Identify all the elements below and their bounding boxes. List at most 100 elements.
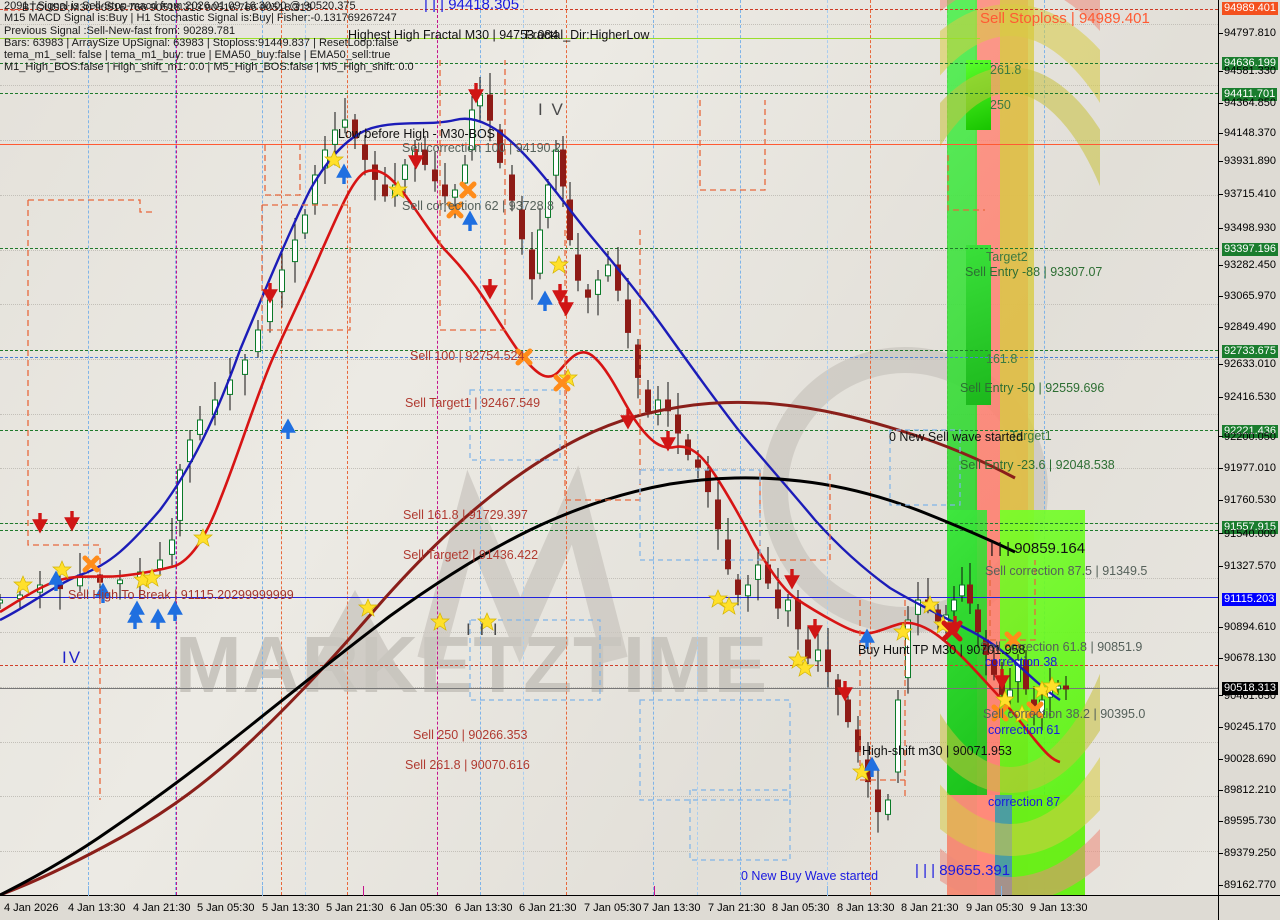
annotation-correction-38: correction 38	[985, 655, 1058, 669]
info-line: M15 MACD Signal is:Buy | H1 Stochastic S…	[4, 12, 397, 25]
buy-arrow-markers	[49, 165, 879, 779]
price-label: 89162.770	[1224, 879, 1276, 891]
price-label: 93931.890	[1224, 155, 1276, 167]
annotation-wave-v: I V	[538, 100, 565, 119]
time-label: 4 Jan 21:30	[133, 902, 191, 914]
price-label: 91540.000	[1224, 528, 1276, 540]
annotation-target2: Target2	[986, 250, 1028, 264]
time-label: 7 Jan 21:30	[708, 902, 766, 914]
level-sell-corr-100	[0, 144, 1218, 145]
annotation-highest-fractal: Highest High Fractal M30 | 94753.084	[348, 28, 559, 42]
signal-markers	[13, 81, 1062, 781]
star-markers	[13, 150, 1062, 781]
ema-blue-line	[0, 117, 1061, 701]
annotation-sell-high-to-break: Sell High To Break | 91115.20299999999	[68, 588, 294, 602]
annotation-fractal-dir: Fractal_Dir:HigherLow	[525, 28, 650, 42]
time-label: 4 Jan 2026	[4, 902, 59, 914]
annotation-sell-100: Sell 100 | 92754.524	[410, 349, 525, 363]
level-92221	[0, 430, 1218, 431]
price-label: 90245.170	[1224, 721, 1276, 733]
time-label: 5 Jan 13:30	[262, 902, 320, 914]
info-line: Bars: 63983 | ArraySize UpSignal: 63983 …	[4, 36, 399, 49]
level-91557	[0, 523, 1218, 524]
annotation-sell-entry-236: Sell Entry -23.6 | 92048.538	[960, 458, 1115, 472]
annotation-fib-261-8: 261.8	[990, 63, 1022, 77]
info-line: 2091 | Signal is Sell-Stop-macd from:202…	[4, 0, 356, 12]
annotation-sell-250: Sell 250 | 90266.353	[413, 728, 528, 742]
annotation-bottom-price-marker: | | | 89655.391	[915, 862, 1011, 879]
time-label: 8 Jan 21:30	[901, 902, 959, 914]
annotation-fib-161-8: 161.8	[986, 352, 1018, 366]
time-label: 7 Jan 05:30	[584, 902, 642, 914]
annotation-low-before-high: Low before High - M30-BOS	[338, 127, 496, 141]
info-line: Previous Signal :Sell-New-fast from: 902…	[4, 24, 236, 37]
chart-dashed-marker	[4, 2, 20, 12]
price-label: 94797.810	[1224, 27, 1276, 39]
price-label-highlight: 94636.199	[1222, 57, 1278, 70]
price-label: 94581.330	[1224, 65, 1276, 77]
time-label: 8 Jan 05:30	[772, 902, 830, 914]
time-label: 6 Jan 05:30	[390, 902, 448, 914]
symbol-ohlc-line: BTCUSD;M30 90516.766 90518.313 90516.766…	[22, 2, 312, 14]
ema-red-line	[0, 169, 1061, 764]
annotation-top-price-marker: | | | 94418.305	[424, 0, 520, 13]
price-label: 89595.730	[1224, 815, 1276, 827]
annotation-high-shift-m30: High-shift m30 | 90071.953	[862, 744, 1012, 758]
price-label: 90461.650	[1224, 690, 1276, 702]
annotation-sell-261-8: Sell 261.8 | 90070.616	[405, 758, 530, 772]
level-91115	[0, 597, 1218, 598]
annotation-sell-stoploss: Sell Stoploss | 94989.401	[980, 10, 1150, 27]
price-label: 91327.570	[1224, 560, 1276, 572]
annotation-fib-250: 250	[990, 98, 1011, 112]
price-label-highlight: 92733.675	[1222, 345, 1278, 358]
level-90518-current	[0, 688, 1218, 689]
annotation-correction-87: correction 87	[988, 795, 1061, 809]
time-label: 7 Jan 13:30	[643, 902, 701, 914]
fib-arcs	[940, 0, 1100, 895]
price-label: 92416.530	[1224, 391, 1276, 403]
annotation-correction-61: correction 61	[988, 723, 1061, 737]
annotation-wave-iii: I I I	[466, 620, 500, 639]
time-label: 9 Jan 13:30	[1030, 902, 1088, 914]
annotation-sell-target1: Sell Target1 | 92467.549	[405, 396, 541, 410]
annotation-new-sell-wave: 0 New Sell wave started	[889, 430, 1024, 444]
price-label-highlight: 92221.436	[1222, 425, 1278, 438]
annotation-buy-hunt-tp: Buy Hunt TP M30 | 90701.958	[858, 643, 1026, 657]
info-panel: 2091 | Signal is Sell-Stop-macd from:202…	[4, 0, 414, 74]
price-label: 93498.930	[1224, 222, 1276, 234]
annotation-sell-entry-50: Sell Entry -50 | 92559.696	[960, 381, 1105, 395]
level-yellow	[0, 38, 980, 39]
level-93397	[0, 248, 1218, 249]
price-label: 92849.490	[1224, 321, 1276, 333]
time-label: 6 Jan 21:30	[519, 902, 577, 914]
annotation-sell-correction-875: Sell correction 87.5 | 91349.5	[985, 564, 1148, 578]
price-label: 92633.010	[1224, 358, 1276, 370]
info-line: M1_High_BOS:false | High_shift_m1: 0.0 |…	[4, 61, 414, 74]
price-label: 93715.410	[1224, 188, 1276, 200]
zone-green-midbox	[966, 245, 991, 405]
time-label: 5 Jan 05:30	[197, 902, 255, 914]
level-92754	[0, 357, 1218, 358]
time-label: 5 Jan 21:30	[326, 902, 384, 914]
price-label-highlight: 93397.196	[1222, 243, 1278, 256]
price-label-highlight: 94411.701	[1222, 88, 1278, 101]
price-label-highlight: 91115.203	[1222, 593, 1277, 606]
price-label-highlight: 94989.401	[1222, 2, 1278, 15]
level-92733	[0, 350, 1218, 351]
time-scale[interactable]: 4 Jan 2026 4 Jan 13:30 4 Jan 21:30 5 Jan…	[0, 886, 1218, 920]
time-label: 9 Jan 05:30	[966, 902, 1024, 914]
chart-plot-area[interactable]: MARKETZTIME	[0, 0, 1218, 895]
time-label: 6 Jan 13:30	[455, 902, 513, 914]
level-94411	[0, 93, 1218, 94]
price-label: 90678.130	[1224, 652, 1276, 664]
price-label-highlight: 91557.915	[1222, 521, 1278, 534]
price-label: 91977.010	[1224, 462, 1276, 474]
level-gdash-2	[0, 530, 1218, 531]
price-scale[interactable]: 94989.401 94797.810 94636.199 94581.330 …	[1218, 0, 1280, 895]
annotation-sell-target2: Sell Target2 | 91436.422	[403, 548, 539, 562]
annotation-sell-correction-100: Sell correction 100 | 94190.2	[402, 141, 561, 155]
time-label: 8 Jan 13:30	[837, 902, 895, 914]
ema-darkred-line	[0, 400, 1016, 895]
price-label: 93065.970	[1224, 290, 1276, 302]
